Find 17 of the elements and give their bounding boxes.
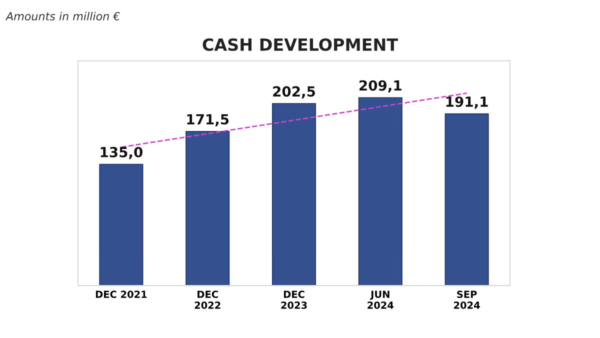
data-label: 171,5 xyxy=(187,114,229,126)
x-tick-label: DEC 2021 xyxy=(96,290,147,298)
bar xyxy=(272,103,316,286)
bar xyxy=(186,131,230,286)
x-tick-label: DEC 2023 xyxy=(281,290,307,309)
x-tick-label: JUN 2024 xyxy=(368,290,394,309)
bar xyxy=(444,113,489,286)
data-label: 202,5 xyxy=(273,86,315,98)
data-label: 135,0 xyxy=(100,146,142,160)
chart-title: CASH DEVELOPMENT xyxy=(202,38,398,51)
x-tick-label: DEC 2022 xyxy=(194,290,220,309)
bar xyxy=(358,97,402,286)
data-label: 209,1 xyxy=(360,80,402,93)
data-label: 191,1 xyxy=(446,96,488,109)
bar xyxy=(99,164,144,286)
text: Amounts in million € xyxy=(5,12,120,20)
x-tick-label: SEP 2024 xyxy=(454,290,480,309)
